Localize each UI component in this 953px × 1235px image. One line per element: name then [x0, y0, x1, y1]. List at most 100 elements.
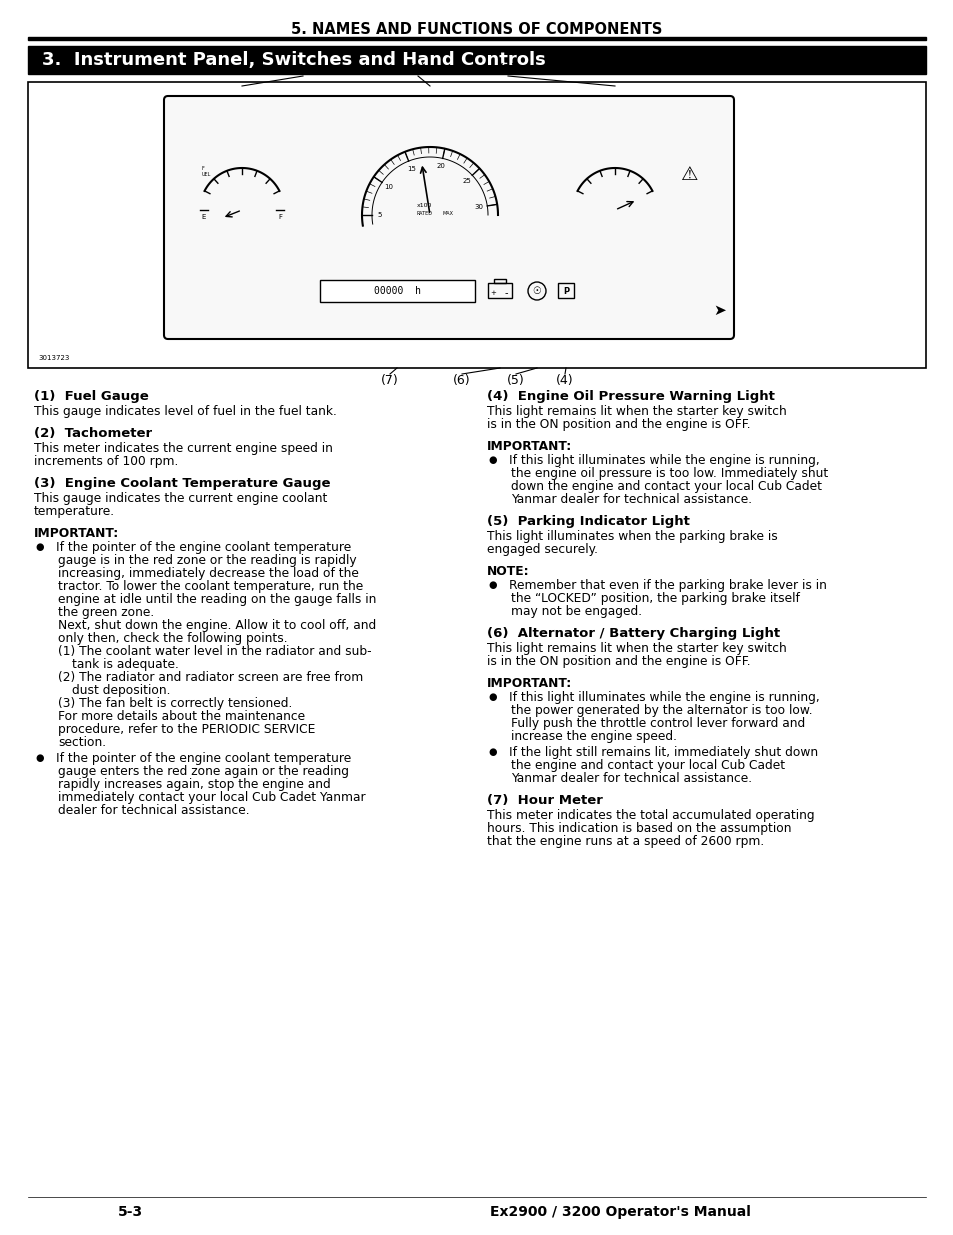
Text: P: P	[562, 287, 569, 295]
Text: ☉: ☉	[532, 287, 540, 296]
Text: IMPORTANT:: IMPORTANT:	[486, 440, 572, 453]
Text: dust deposition.: dust deposition.	[71, 684, 171, 697]
Text: IMPORTANT:: IMPORTANT:	[34, 527, 119, 540]
Text: ⚠: ⚠	[680, 165, 698, 184]
Text: This light remains lit when the starter key switch: This light remains lit when the starter …	[486, 642, 786, 655]
Text: tractor. To lower the coolant temperature, run the: tractor. To lower the coolant temperatur…	[58, 580, 363, 593]
Text: RATED: RATED	[416, 211, 433, 216]
Text: increase the engine speed.: increase the engine speed.	[511, 730, 677, 743]
Text: Ex2900 / 3200 Operator's Manual: Ex2900 / 3200 Operator's Manual	[489, 1205, 750, 1219]
Text: If the pointer of the engine coolant temperature: If the pointer of the engine coolant tem…	[56, 752, 351, 764]
Text: Yanmar dealer for technical assistance.: Yanmar dealer for technical assistance.	[511, 772, 751, 785]
Text: tank is adequate.: tank is adequate.	[71, 658, 179, 671]
Text: 20: 20	[436, 163, 445, 169]
Text: (4)  Engine Oil Pressure Warning Light: (4) Engine Oil Pressure Warning Light	[486, 390, 774, 403]
Text: (2)  Tachometer: (2) Tachometer	[34, 427, 152, 440]
Bar	[28, 46, 925, 74]
Text: +: +	[490, 290, 496, 296]
Text: (3) The fan belt is correctly tensioned.: (3) The fan belt is correctly tensioned.	[58, 697, 292, 710]
Text: -: -	[504, 288, 507, 298]
Text: 5: 5	[377, 212, 382, 219]
Text: Next, shut down the engine. Allow it to cool off, and: Next, shut down the engine. Allow it to …	[58, 619, 375, 632]
Text: This meter indicates the current engine speed in: This meter indicates the current engine …	[34, 442, 333, 454]
Text: (1): (1)	[294, 63, 312, 77]
Text: (7): (7)	[381, 374, 398, 387]
Text: Remember that even if the parking brake lever is in: Remember that even if the parking brake …	[509, 579, 826, 592]
Text: immediately contact your local Cub Cadet Yanmar: immediately contact your local Cub Cadet…	[58, 790, 365, 804]
Text: This meter indicates the total accumulated operating: This meter indicates the total accumulat…	[486, 809, 814, 823]
Text: 5. NAMES AND FUNCTIONS OF COMPONENTS: 5. NAMES AND FUNCTIONS OF COMPONENTS	[291, 22, 662, 37]
Text: If the pointer of the engine coolant temperature: If the pointer of the engine coolant tem…	[56, 541, 351, 555]
Text: that the engine runs at a speed of 2600 rpm.: that the engine runs at a speed of 2600 …	[486, 835, 763, 848]
Text: gauge is in the red zone or the reading is rapidly: gauge is in the red zone or the reading …	[58, 555, 356, 567]
Text: 5-3: 5-3	[117, 1205, 142, 1219]
Text: 30: 30	[475, 204, 483, 210]
Text: ●: ●	[35, 542, 44, 552]
Text: engine at idle until the reading on the gauge falls in: engine at idle until the reading on the …	[58, 593, 376, 606]
Text: only then, check the following points.: only then, check the following points.	[58, 632, 287, 645]
Text: ●: ●	[488, 580, 496, 590]
Text: is in the ON position and the engine is OFF.: is in the ON position and the engine is …	[486, 417, 750, 431]
Text: may not be engaged.: may not be engaged.	[511, 605, 641, 618]
Text: IMPORTANT:: IMPORTANT:	[486, 677, 572, 690]
Text: the power generated by the alternator is too low.: the power generated by the alternator is…	[511, 704, 812, 718]
Text: (7)  Hour Meter: (7) Hour Meter	[486, 794, 602, 806]
Text: the green zone.: the green zone.	[58, 606, 154, 619]
Text: This light illuminates when the parking brake is: This light illuminates when the parking …	[486, 530, 777, 543]
Text: ➤: ➤	[713, 303, 725, 317]
Text: section.: section.	[58, 736, 106, 748]
Text: Yanmar dealer for technical assistance.: Yanmar dealer for technical assistance.	[511, 493, 751, 506]
Text: (3)  Engine Coolant Temperature Gauge: (3) Engine Coolant Temperature Gauge	[34, 477, 330, 490]
Text: ●: ●	[488, 454, 496, 466]
Text: F: F	[277, 214, 282, 220]
FancyBboxPatch shape	[164, 96, 733, 338]
Text: x100: x100	[416, 203, 433, 207]
Text: hours. This indication is based on the assumption: hours. This indication is based on the a…	[486, 823, 791, 835]
Text: If the light still remains lit, immediately shut down: If the light still remains lit, immediat…	[509, 746, 818, 760]
Text: If this light illuminates while the engine is running,: If this light illuminates while the engi…	[509, 454, 819, 467]
Text: Fully push the throttle control lever forward and: Fully push the throttle control lever fo…	[511, 718, 804, 730]
Text: temperature.: temperature.	[34, 505, 115, 517]
Text: the engine oil pressure is too low. Immediately shut: the engine oil pressure is too low. Imme…	[511, 467, 827, 480]
Text: (3): (3)	[498, 63, 517, 77]
Text: 10: 10	[384, 184, 393, 190]
Text: increments of 100 rpm.: increments of 100 rpm.	[34, 454, 178, 468]
Text: increasing, immediately decrease the load of the: increasing, immediately decrease the loa…	[58, 567, 358, 580]
Bar	[28, 37, 925, 40]
Text: dealer for technical assistance.: dealer for technical assistance.	[58, 804, 250, 818]
Bar	[28, 82, 925, 368]
Text: (4): (4)	[556, 374, 573, 387]
Text: (1)  Fuel Gauge: (1) Fuel Gauge	[34, 390, 149, 403]
Text: F
UEL: F UEL	[202, 165, 212, 177]
Text: ●: ●	[488, 747, 496, 757]
Text: 25: 25	[461, 178, 471, 184]
Text: This gauge indicates level of fuel in the fuel tank.: This gauge indicates level of fuel in th…	[34, 405, 336, 417]
Text: E: E	[202, 214, 206, 220]
Text: 15: 15	[407, 165, 416, 172]
Text: 3013723: 3013723	[38, 354, 70, 361]
Text: This gauge indicates the current engine coolant: This gauge indicates the current engine …	[34, 492, 327, 505]
Text: MAX: MAX	[442, 211, 453, 216]
Text: (2) The radiator and radiator screen are free from: (2) The radiator and radiator screen are…	[58, 671, 363, 684]
Text: (5): (5)	[507, 374, 524, 387]
Text: is in the ON position and the engine is OFF.: is in the ON position and the engine is …	[486, 655, 750, 668]
Text: 00000  h: 00000 h	[374, 287, 420, 296]
Text: (2): (2)	[409, 63, 426, 77]
Text: ●: ●	[488, 692, 496, 701]
Text: procedure, refer to the PERIODIC SERVICE: procedure, refer to the PERIODIC SERVICE	[58, 722, 315, 736]
Text: gauge enters the red zone again or the reading: gauge enters the red zone again or the r…	[58, 764, 349, 778]
Text: 3.  Instrument Panel, Switches and Hand Controls: 3. Instrument Panel, Switches and Hand C…	[42, 51, 545, 69]
Text: This light remains lit when the starter key switch: This light remains lit when the starter …	[486, 405, 786, 417]
Text: (6)  Alternator / Battery Charging Light: (6) Alternator / Battery Charging Light	[486, 627, 780, 640]
Text: For more details about the maintenance: For more details about the maintenance	[58, 710, 305, 722]
Text: (5)  Parking Indicator Light: (5) Parking Indicator Light	[486, 515, 689, 529]
Text: the engine and contact your local Cub Cadet: the engine and contact your local Cub Ca…	[511, 760, 784, 772]
Text: ●: ●	[35, 753, 44, 763]
Text: rapidly increases again, stop the engine and: rapidly increases again, stop the engine…	[58, 778, 331, 790]
Bar	[488, 283, 512, 298]
Text: the “LOCKED” position, the parking brake itself: the “LOCKED” position, the parking brake…	[511, 592, 799, 605]
Text: NOTE:: NOTE:	[486, 564, 529, 578]
Bar	[494, 279, 505, 283]
Bar	[558, 283, 574, 298]
Text: (1) The coolant water level in the radiator and sub-: (1) The coolant water level in the radia…	[58, 645, 372, 658]
